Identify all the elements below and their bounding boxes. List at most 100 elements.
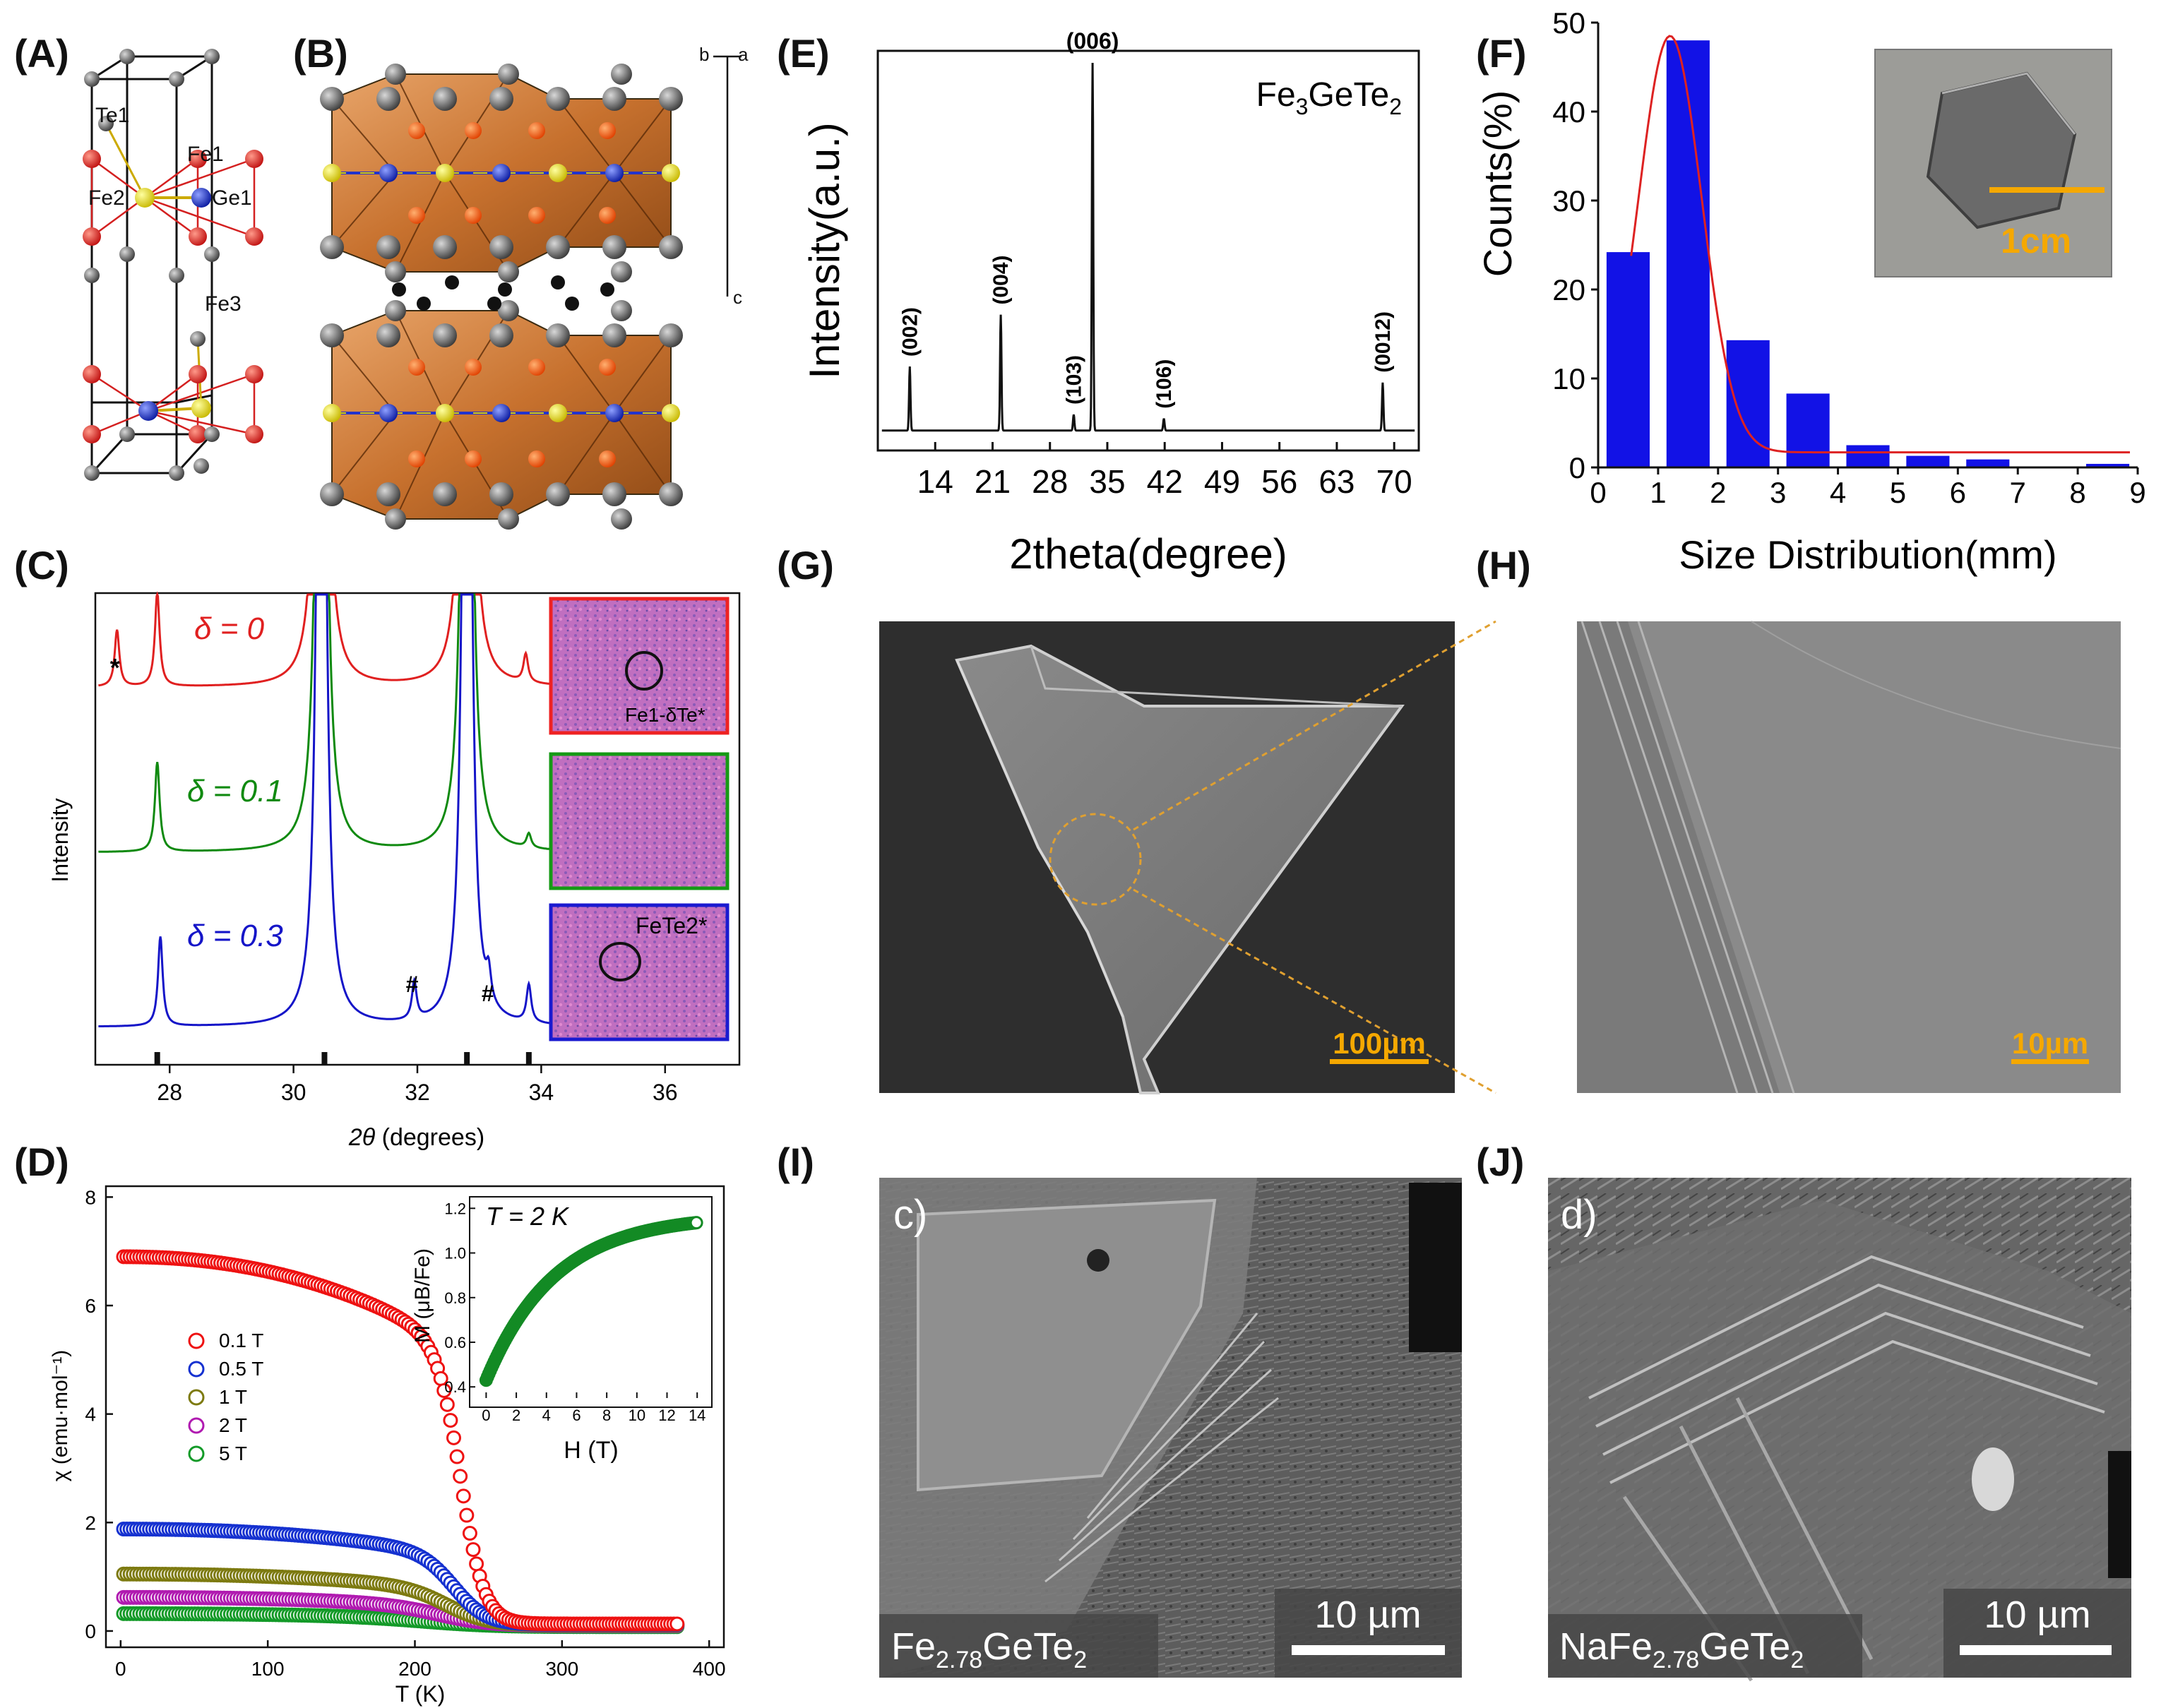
panel-e-xtick-label: 63 <box>1318 463 1355 500</box>
panel-h-scale-bar <box>2011 1059 2089 1064</box>
panel-b-axes-indicator <box>713 55 742 297</box>
panel-j-sample-label: NaFe2.78GeTe2 <box>1559 1625 1804 1673</box>
atom-te <box>498 508 519 530</box>
panel-d-xtick-label: 100 <box>251 1658 285 1680</box>
panel-d-data-point <box>669 1616 685 1632</box>
panel-f-bar <box>1846 445 1890 467</box>
panel-c-xlabel: 2θ (degrees) <box>348 1124 484 1151</box>
panel-d-xtick-label: 400 <box>693 1658 726 1680</box>
panel-e-pattern-line <box>881 62 1415 432</box>
panel-j-sem-image: d) NaFe2.78GeTe2 10 µm <box>1548 1178 2131 1682</box>
panel-d-data-point <box>449 1449 465 1464</box>
panel-d-legend-label: 1 T <box>219 1386 247 1408</box>
panel-c-xrd-doping: Intensity 2θ (degrees) 28 30 32 34 36 δ = 0 δ… <box>47 591 741 1151</box>
atom-te <box>602 482 626 506</box>
panel-h-scale-text: 10µm <box>2012 1027 2088 1060</box>
panel-f-xlabel: Size Distribution(mm) <box>1679 532 2056 577</box>
panel-c-star-mark: * <box>110 653 120 682</box>
atom-te <box>489 482 513 506</box>
panel-c-series-label: δ = 0.1 <box>187 774 283 808</box>
panel-f-bar <box>1606 252 1650 467</box>
panel-e-xtick-label: 70 <box>1376 463 1412 500</box>
atom-te <box>433 323 457 347</box>
atom-fe1 <box>465 122 482 139</box>
panel-g-sem-image: 100µm <box>879 620 1496 1094</box>
panel-f-size-histogram: Counts(%) Size Distribution(mm) 0 1 2 3 4 5 6 7… <box>1475 6 2146 577</box>
panel-d-inset-xtick-label: 8 <box>602 1407 611 1424</box>
panel-label-c: (C) <box>14 543 69 587</box>
panel-f-xtick-label: 3 <box>1770 476 1786 509</box>
panel-c-series-line <box>98 593 578 1027</box>
panel-d-data-point <box>446 1430 461 1445</box>
atom-ge <box>492 404 511 422</box>
panel-d-legend-marker <box>188 1445 205 1462</box>
panel-c-xtick-label: 36 <box>653 1080 678 1105</box>
panel-e-xtick-label: 56 <box>1261 463 1297 500</box>
panel-label-f: (F) <box>1476 31 1527 76</box>
atom-ge <box>492 164 511 182</box>
panel-d-inset-ytick-label: 0.8 <box>444 1289 466 1307</box>
panel-d-ytick-label: 4 <box>85 1404 96 1426</box>
panel-d-legend-marker <box>188 1417 205 1434</box>
panel-d-ylabel: χ (emu·mol⁻¹) <box>49 1350 72 1482</box>
micrograph-delta-01 <box>549 752 730 890</box>
atom-fe2 <box>662 164 680 182</box>
atom-fe1 <box>599 207 616 224</box>
panel-e-peak-label: (0012) <box>1371 311 1395 373</box>
panel-e-xtick-label: 42 <box>1147 463 1183 500</box>
panel-c-ref-tick <box>154 1052 160 1065</box>
panel-f-ytick-label: 50 <box>1552 6 1585 40</box>
atom-te <box>602 87 626 111</box>
panel-c-xtick-label: 30 <box>281 1080 306 1105</box>
panel-c-hash-mark: # <box>482 981 494 1006</box>
panel-f-xtick-label: 9 <box>2129 476 2145 509</box>
atom-fe <box>119 246 135 262</box>
panel-d-xtick-label: 200 <box>398 1658 431 1680</box>
atom-te <box>320 323 344 347</box>
atom-te <box>489 87 513 111</box>
atom-te <box>433 235 457 259</box>
atom-te <box>659 482 683 506</box>
panel-e-title: Fe3GeTe2 <box>1256 76 1402 119</box>
panel-f-bar <box>1966 459 2010 467</box>
atom-fe1 <box>599 359 616 376</box>
panel-e-xtick-label: 28 <box>1032 463 1068 500</box>
panel-f-xtick-label: 0 <box>1590 476 1606 509</box>
atom-label-fe3: Fe3 <box>205 292 242 316</box>
panel-c-xtick-label: 28 <box>157 1080 182 1105</box>
panel-g-zoom-circle <box>1049 813 1142 906</box>
atom-label-fe2: Fe2 <box>88 186 125 210</box>
panel-j-scale-bar <box>1960 1645 2112 1655</box>
atom-te <box>189 425 207 443</box>
panel-c-series-label: δ = 0.3 <box>187 919 283 953</box>
panel-d-legend-marker <box>188 1332 205 1349</box>
panel-d-data-point <box>465 1542 481 1558</box>
atom-ge <box>605 164 624 182</box>
panel-f-bar <box>1786 393 1830 467</box>
panel-d-ytick-label: 0 <box>85 1620 96 1642</box>
atom-fe1 <box>408 207 425 224</box>
atom-fe <box>194 458 209 474</box>
atom-te <box>546 323 570 347</box>
atom-fe <box>169 465 184 481</box>
atom-fe <box>119 49 135 64</box>
vdw-gap-atom <box>487 297 501 311</box>
panel-d-inset-ytick-label: 1.0 <box>444 1245 466 1262</box>
atom-te <box>189 227 207 246</box>
atom-ge <box>379 164 398 182</box>
atom-te <box>546 87 570 111</box>
panel-e-xtick-label: 14 <box>917 463 953 500</box>
atom-te <box>83 365 101 383</box>
atom-label-fe1: Fe1 <box>187 143 224 166</box>
panel-e-peak-label: (002) <box>898 307 922 357</box>
atom-te <box>498 261 519 282</box>
atom-te <box>83 150 101 168</box>
atom-fe1 <box>528 359 545 376</box>
panel-d-data-point <box>453 1469 468 1484</box>
panel-g-zoom-guides <box>1133 620 1496 1094</box>
atom-ge <box>138 401 158 421</box>
panel-f-bar <box>1666 40 1710 467</box>
panel-i-corner-label: c) <box>893 1192 927 1238</box>
panel-d-inset-xtick-label: 2 <box>512 1407 520 1424</box>
vdw-gap-atom <box>565 297 579 311</box>
